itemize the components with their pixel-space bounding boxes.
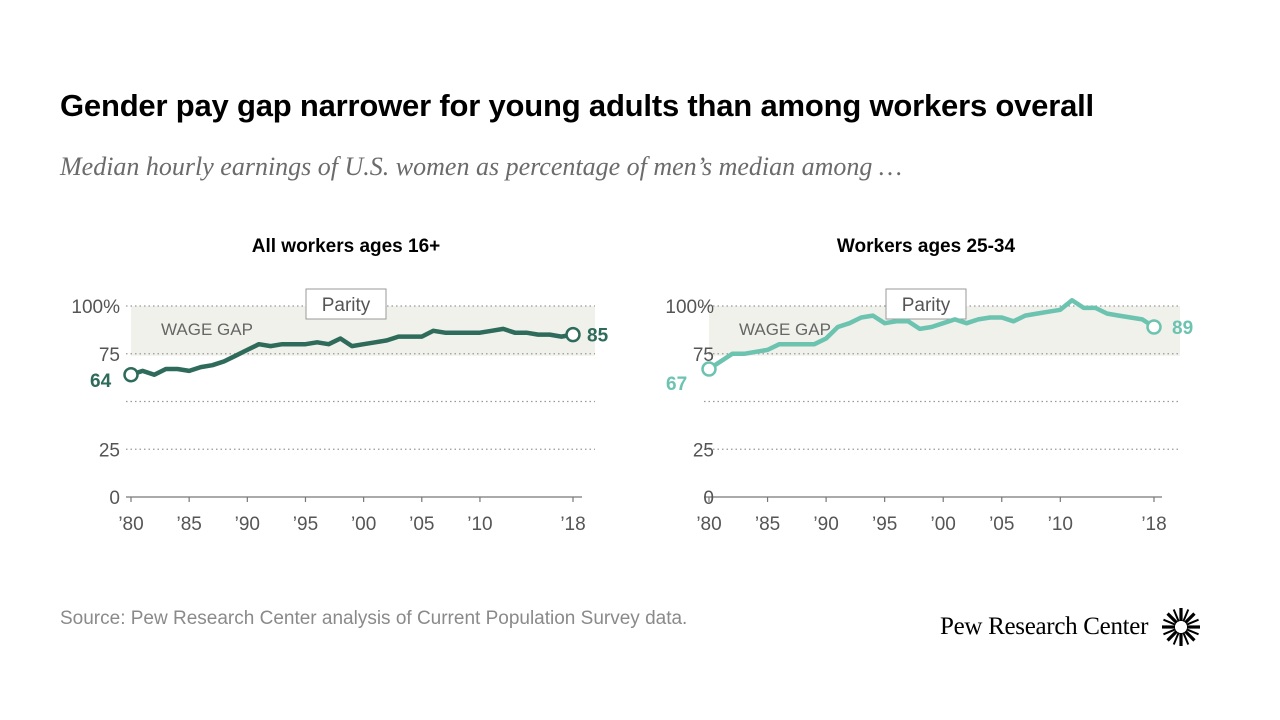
series-line: [706, 298, 1157, 372]
sunburst-logo-icon: [1162, 608, 1201, 646]
y-tick-label: 100%: [665, 297, 714, 318]
y-tick-label: 25: [99, 440, 120, 461]
x-tick-label: ’80: [696, 514, 721, 535]
x-tick-label: ’80: [118, 514, 143, 535]
x-tick-label: ’05: [989, 514, 1014, 535]
source-note: Source: Pew Research Center analysis of …: [60, 608, 688, 629]
chart-panel-1: ’80 ’85 ’90 ’95 ’00 ’05 ’10 ’18 0 25 75 100% WAGE GA…: [665, 288, 1193, 535]
chart-panel-0: ’80 ’85 ’90 ’95 ’00 ’05 ’10 ’18 0 25 75 100% WAGE GA…: [71, 288, 609, 535]
sunburst-ray: [1166, 630, 1179, 642]
sunburst-ray: [1172, 632, 1180, 645]
y-tick-label: 25: [693, 440, 714, 461]
end-point: [1146, 319, 1162, 335]
parity-box: [885, 288, 967, 320]
wage-gap-label: WAGE GAP: [739, 320, 831, 339]
end-value-label: 89: [1172, 318, 1193, 339]
x-tick-label: ’00: [931, 514, 956, 535]
x-tick-label: ’00: [351, 514, 376, 535]
x-tick-label: ’10: [1048, 514, 1073, 535]
y-tick-label: 75: [693, 345, 714, 366]
x-tick-label: ’05: [409, 514, 434, 535]
end-value-label: 85: [587, 326, 609, 347]
brand: Pew Research Center: [940, 606, 1202, 648]
brand-name: Pew Research Center: [940, 613, 1149, 640]
y-tick-label: 100%: [71, 297, 120, 318]
sunburst-ray: [1163, 618, 1176, 626]
y-tick-label: 0: [109, 488, 120, 509]
sunburst-ray: [1172, 609, 1180, 622]
start-point: [701, 361, 717, 377]
sunburst-ray: [1163, 628, 1176, 636]
sunburst-ray: [1182, 609, 1190, 622]
start-point: [123, 367, 139, 383]
sunburst-ray: [1166, 612, 1179, 624]
sunburst-ray: [1184, 630, 1196, 642]
series-line: [128, 326, 576, 378]
sunburst-ray: [1186, 628, 1200, 636]
y-tick-label: 75: [99, 345, 120, 366]
start-value-label: 67: [666, 374, 687, 395]
x-tick-label: ’18: [1141, 514, 1166, 535]
start-value-label: 64: [90, 371, 112, 392]
x-tick-label: ’10: [467, 514, 492, 535]
parity-label: Parity: [902, 295, 951, 316]
x-tick-label: ’85: [176, 514, 201, 535]
x-tick-label: ’90: [235, 514, 260, 535]
chart-title: Gender pay gap narrower for young adults…: [60, 88, 1094, 123]
x-tick-label: ’95: [872, 514, 897, 535]
x-tick-label: ’85: [755, 514, 780, 535]
end-point: [565, 326, 581, 343]
panel-title-all-workers: All workers ages 16+: [251, 236, 441, 257]
x-tick-label: ’90: [813, 514, 838, 535]
parity-label: Parity: [322, 295, 371, 316]
wage-gap-label: WAGE GAP: [161, 320, 253, 339]
x-tick-label: ’18: [560, 514, 585, 535]
sunburst-ray: [1186, 618, 1200, 626]
sunburst-ray: [1184, 612, 1196, 624]
chart-subtitle: Median hourly earnings of U.S. women as …: [60, 152, 903, 181]
x-tick-label: ’95: [293, 514, 318, 535]
parity-box: [305, 288, 387, 320]
y-tick-label: 0: [703, 488, 714, 509]
panel-title-young-workers: Workers ages 25-34: [836, 236, 1016, 257]
sunburst-ray: [1182, 632, 1190, 645]
